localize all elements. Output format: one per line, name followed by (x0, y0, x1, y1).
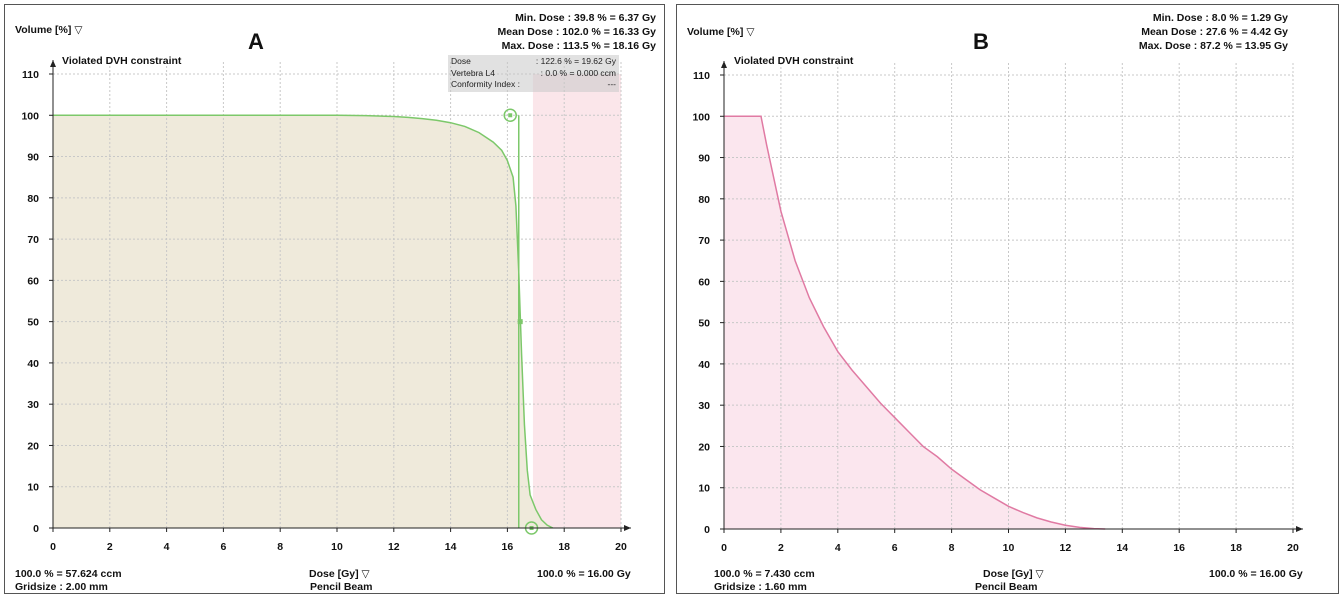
x-tick-label: 12 (1060, 542, 1072, 554)
y-tick-label: 10 (27, 482, 39, 494)
dose-reference: 100.0 % = 16.00 Gy (1209, 568, 1303, 580)
y-tick-label: 80 (698, 194, 710, 206)
x-tick-label: 10 (1003, 542, 1015, 554)
dvh-curve (724, 115, 1106, 530)
dvh-plot-b: 0 2 4 6 8 10 12 14 16 18 20 0 10 20 30 40 50 60 70 80 90 100 1… (692, 61, 1303, 554)
y-tick-label: 40 (698, 359, 710, 371)
chart-title: Violated DVH constraint (734, 55, 854, 67)
volume-reference: 100.0 % = 57.624 ccm (15, 568, 122, 580)
marker-point (517, 319, 523, 325)
y-axis-arrow-icon (721, 61, 727, 68)
x-tick-label: 2 (778, 542, 784, 554)
y-axis-arrow-icon (50, 60, 56, 67)
panel-letter: B (973, 29, 989, 54)
dropdown-triangle-icon[interactable]: ▽ (1035, 568, 1044, 580)
tooltip-row: Conformity Index : --- (451, 79, 616, 89)
dvh-plot-a: 0 2 4 6 8 10 12 14 16 18 20 0 10 20 30 40 50 60 70 80 90 100 1… (21, 60, 631, 553)
tooltip-row: Dose: 122.6 % = 19.62 Gy (451, 56, 616, 66)
y-tick-label: 10 (698, 483, 710, 495)
x-tick-label: 6 (220, 541, 226, 553)
x-tick-label: 20 (1287, 542, 1299, 554)
marker-ring (503, 108, 517, 123)
y-tick-label: 80 (27, 193, 39, 205)
y-tick-label: 20 (698, 441, 710, 453)
x-tick-label: 16 (502, 541, 514, 553)
dropdown-triangle-icon[interactable]: ▽ (361, 568, 370, 580)
y-tick-label: 20 (27, 440, 39, 452)
x-tick-label: 8 (949, 542, 955, 554)
dropdown-triangle-icon[interactable]: ▽ (74, 24, 83, 36)
algorithm-label: Pencil Beam (975, 581, 1038, 593)
y-tick-label: 70 (698, 235, 710, 247)
min-dose: Min. Dose : 8.0 % = 1.29 Gy (1152, 12, 1288, 24)
x-tick-label: 0 (721, 542, 727, 554)
y-tick-label: 60 (27, 275, 39, 287)
x-tick-label: 12 (388, 541, 400, 553)
volume-reference: 100.0 % = 7.430 ccm (714, 568, 815, 580)
gridsize: Gridsize : 1.60 mm (714, 581, 807, 593)
x-tick-label: 2 (107, 541, 113, 553)
dose-stats: Min. Dose : 8.0 % = 1.29 Gy Mean Dose : … (1139, 11, 1288, 53)
violation-region (532, 74, 621, 528)
y-tick-label: 70 (27, 234, 39, 246)
y-tick-label: 0 (704, 524, 710, 536)
x-tick-label: 8 (277, 541, 283, 553)
x-axis-label: Dose [Gy] ▽ (309, 568, 370, 580)
mean-dose: Mean Dose : 27.6 % = 4.42 Gy (1141, 26, 1288, 38)
x-tick-label: 20 (615, 541, 627, 553)
max-dose: Max. Dose : 87.2 % = 13.95 Gy (1138, 40, 1288, 52)
dvh-panel-b: 0 2 4 6 8 10 12 14 16 18 20 0 10 20 30 40 50 60 70 80 90 100 1… (676, 4, 1339, 594)
x-tick-label: 18 (558, 541, 570, 553)
tooltip-row: Vertebra L4: 0.0 % = 0.000 ccm (451, 67, 616, 78)
dvh-panel-a: 0 2 4 6 8 10 12 14 16 18 20 0 10 20 30 40 50 60 70 80 90 100 1… (4, 4, 665, 594)
x-axis-arrow-icon (1296, 526, 1303, 532)
y-tick-label: 60 (698, 276, 710, 288)
panel-letter: A (248, 29, 264, 54)
y-tick-label: 100 (21, 110, 39, 122)
y-tick-label: 50 (27, 317, 39, 329)
x-tick-label: 4 (835, 542, 841, 554)
y-tick-label: 40 (27, 358, 39, 370)
x-tick-label: 6 (892, 542, 898, 554)
max-dose: Max. Dose : 113.5 % = 18.16 Gy (501, 40, 656, 52)
x-tick-label: 0 (50, 541, 56, 553)
mean-dose: Mean Dose : 102.0 % = 16.33 Gy (497, 26, 656, 38)
x-axis-label: Dose [Gy] ▽ (983, 568, 1044, 580)
chart-title: Violated DVH constraint (62, 55, 182, 67)
algorithm-label: Pencil Beam (310, 581, 373, 593)
y-axis-label: Volume [%] ▽ (15, 24, 83, 36)
y-tick-label: 110 (22, 69, 39, 81)
dropdown-triangle-icon[interactable]: ▽ (746, 26, 755, 38)
dose-reference: 100.0 % = 16.00 Gy (537, 568, 631, 580)
y-tick-label: 90 (27, 152, 39, 164)
x-tick-label: 14 (1116, 542, 1128, 554)
y-tick-label: 30 (698, 400, 710, 412)
y-tick-label: 30 (27, 399, 39, 411)
dose-stats: Min. Dose : 39.8 % = 6.37 Gy Mean Dose :… (498, 11, 656, 53)
x-tick-label: 14 (445, 541, 457, 553)
y-tick-label: 50 (698, 318, 710, 330)
dvh-area-fill (724, 116, 1106, 529)
dose-tooltip: Dose: 122.6 % = 19.62 Gy Vertebra L4: 0.… (448, 55, 619, 92)
y-tick-label: 110 (693, 70, 710, 82)
y-axis-label: Volume [%] ▽ (687, 26, 755, 38)
gridsize: Gridsize : 2.00 mm (15, 581, 108, 593)
y-tick-label: 90 (698, 153, 710, 165)
x-tick-label: 10 (331, 541, 343, 553)
x-tick-label: 18 (1230, 542, 1242, 554)
dvh-curve (53, 114, 554, 529)
y-tick-label: 100 (692, 111, 710, 123)
x-tick-label: 16 (1173, 542, 1185, 554)
y-tick-label: 0 (33, 523, 39, 535)
x-tick-label: 4 (164, 541, 170, 553)
x-axis-arrow-icon (624, 525, 631, 531)
marker-point (508, 113, 513, 118)
min-dose: Min. Dose : 39.8 % = 6.37 Gy (515, 12, 656, 24)
